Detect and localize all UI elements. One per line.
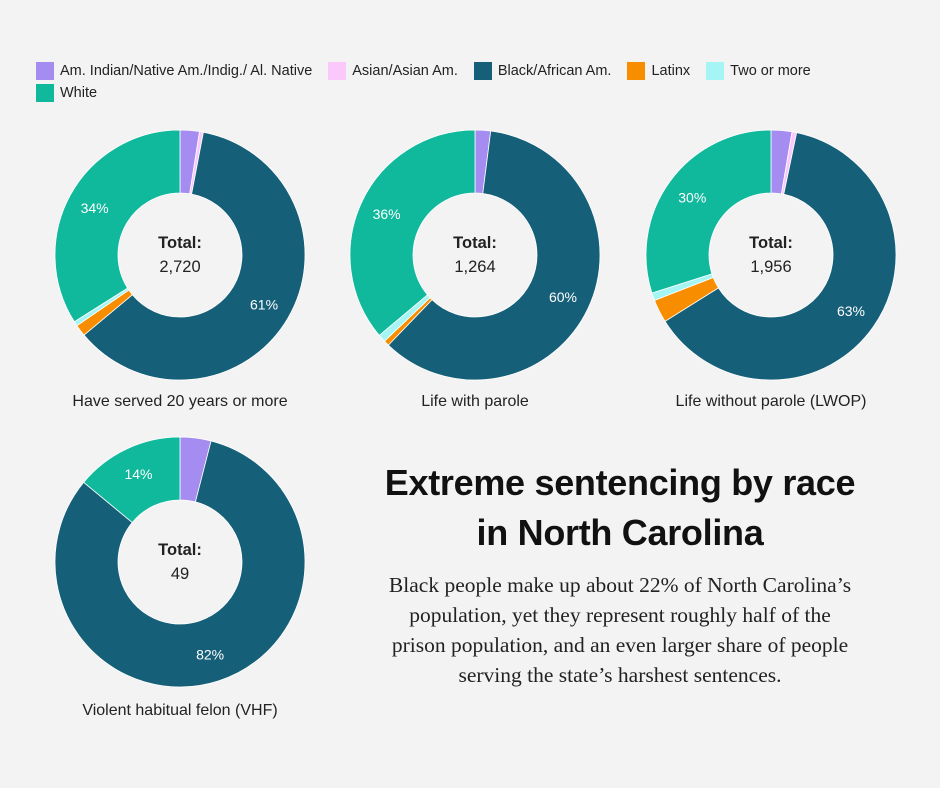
donut-svg: 60% 36% [349,129,601,381]
slice-label-black-african-am: 61% [250,296,278,312]
legend-label: Am. Indian/Native Am./Indig./ Al. Native [60,63,313,79]
total-value: 49 [170,565,190,583]
slice-white [54,129,181,323]
slice-label-white: 14% [124,466,152,482]
legend-swatch [36,62,54,80]
body-text: Black people make up about 22% of North … [388,573,852,687]
legend-item-latinx: Latinx [627,62,690,80]
legend-swatch [328,62,347,80]
donut-center: Total: 1,264 [345,125,605,385]
donut-svg: 61% 34% [54,129,306,381]
chart-title-life-with-parole: Life with parole [421,393,529,410]
slice-label-white: 34% [81,200,109,216]
total-label: Total: [749,234,793,252]
legend-item-two-or-more: Two or more [706,62,811,80]
legend-label: Asian/Asian Am. [352,63,458,79]
slice-label-black-african-am: 82% [196,647,224,663]
slice-black-african-am [664,132,897,381]
legend-item-black: Black/African Am. [473,62,612,80]
legend-label: White [60,85,98,101]
legend-label: Black/African Am. [497,63,612,79]
total-value: 2,720 [159,258,201,276]
donut-hole [118,500,242,624]
slice-black-african-am [387,130,601,381]
legend-item-asian: Asian/Asian Am. [328,62,458,80]
slice-black-african-am [54,440,306,688]
legend-row-2: White [36,82,916,104]
slice-white [83,436,181,524]
chart-title-vhf: Violent habitual felon (VHF) [82,702,278,719]
legend: Am. Indian/Native Am./Indig./ Al. Native… [36,60,916,104]
donut-hole [118,193,242,317]
legend-item-am-indian: Am. Indian/Native Am./Indig./ Al. Native [36,62,312,80]
legend-item-white: White [36,84,97,102]
slice-label-white: 36% [373,206,401,222]
slice-label-white: 30% [678,189,706,205]
total-value: 1,956 [750,258,792,276]
legend-swatch [473,62,492,80]
donut-chart-lwop: 63% 30% Total: 1,956 [641,125,901,385]
slice-label-black-african-am: 60% [549,289,577,305]
chart-title-lwop: Life without parole (LWOP) [675,393,867,410]
legend-swatch [627,62,646,80]
slice-black-african-am [83,131,306,381]
donut-svg: 82% 14% [54,436,306,688]
donut-center: Total: 49 [50,432,310,692]
legend-label: Two or more [730,63,811,79]
legend-label: Latinx [651,63,691,79]
slice-white [645,129,772,294]
donut-svg: 63% 30% [645,129,897,381]
donut-center: Total: 2,720 [50,125,310,385]
legend-swatch [706,62,725,80]
legend-row-1: Am. Indian/Native Am./Indig./ Al. Native… [36,60,916,82]
donut-hole [413,193,537,317]
donut-hole [709,193,833,317]
slice-label-black-african-am: 63% [837,303,865,319]
donut-chart-vhf: 82% 14% Total: 49 [50,432,310,692]
total-value: 1,264 [454,258,496,276]
donut-chart-20-years: 61% 34% Total: 2,720 [50,125,310,385]
slice-white [349,129,476,336]
total-label: Total: [158,234,202,252]
headline: Extreme sentencing by race in North Caro… [384,462,856,553]
total-label: Total: [453,234,497,252]
chart-title-20-years: Have served 20 years or more [72,393,288,410]
donut-center: Total: 1,956 [641,125,901,385]
donut-chart-life-with-parole: 60% 36% Total: 1,264 [345,125,605,385]
total-label: Total: [158,541,202,559]
legend-swatch [36,84,54,102]
